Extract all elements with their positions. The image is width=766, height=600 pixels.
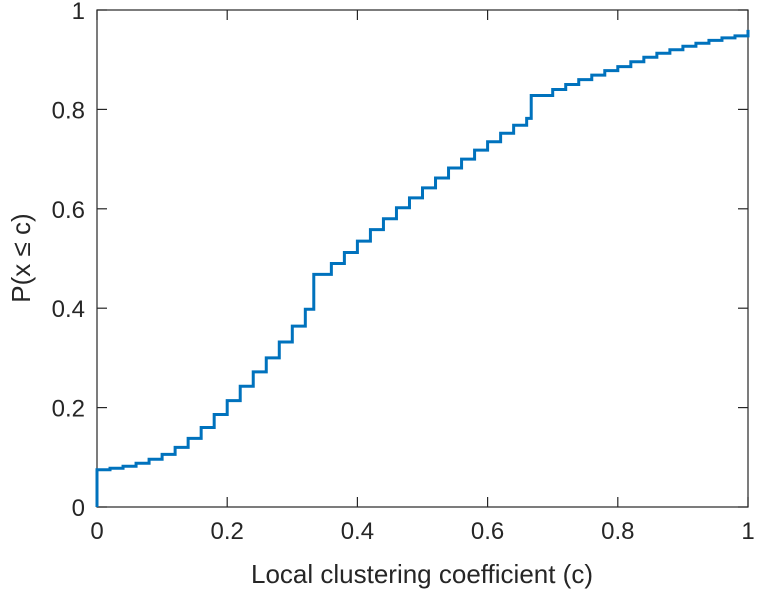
y-tick-label: 0.8: [52, 97, 85, 124]
x-axis-label: Local clustering coefficient (c): [251, 559, 593, 589]
x-tick-label: 1: [741, 518, 754, 545]
cdf-curve: [95, 29, 750, 507]
y-tick-label: 0: [72, 495, 85, 522]
plot-box: [96, 9, 749, 508]
x-tick-label: 0: [90, 518, 103, 545]
x-tick-label: 0.4: [341, 518, 374, 545]
x-tick-label: 0.8: [601, 518, 634, 545]
y-axis-label: P(x ≤ c): [6, 213, 36, 302]
y-tick-label: 1: [72, 0, 85, 25]
series-layer: [95, 29, 750, 507]
x-tick-label: 0.6: [471, 518, 504, 545]
axes-layer: 0 0.2 0.4 0.6 0.8 1 0 0.2 0.4 0.6 0.8 1: [52, 0, 755, 545]
y-tick-label: 0.4: [52, 296, 85, 323]
x-tick-label: 0.2: [211, 518, 244, 545]
y-tick-label: 0.6: [52, 197, 85, 224]
y-tick-label: 0.2: [52, 396, 85, 423]
labels-layer: Local clustering coefficient (c) P(x ≤ c…: [6, 213, 593, 589]
